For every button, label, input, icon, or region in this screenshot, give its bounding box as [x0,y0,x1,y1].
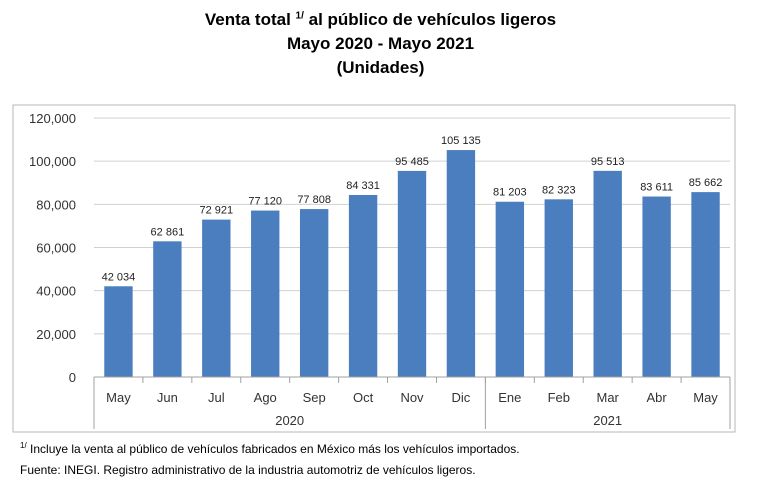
data-label: 81 203 [493,187,527,199]
data-label: 42 034 [102,271,136,283]
data-label: 72 921 [199,205,233,217]
data-label: 105 135 [441,135,481,147]
title-main: Venta total [204,10,291,29]
x-tick-label: Ago [254,390,277,405]
title-period: Mayo 2020 - Mayo 2021 [286,34,475,53]
data-label: 77 120 [248,196,282,208]
bar-chart: 0 20,000 40,000 60,000 80,000 100,000 120,000 4… [12,104,736,433]
bar [104,286,133,377]
x-tick-label: Ene [498,390,521,405]
year-group-label: 2020 [275,413,304,428]
y-tick-label: 80,000 [36,197,76,212]
bar [446,150,476,377]
data-label: 95 513 [591,156,625,168]
footnote: 1/ Incluye la venta al público de vehícu… [20,441,520,456]
x-tick-label: Nov [400,390,424,405]
bar [544,199,573,377]
title-rest: al público de vehículos ligeros [308,10,557,29]
x-tick-label: May [693,390,718,405]
bar [691,192,720,377]
chart-title: Venta total 1/ al público de vehículos l… [0,8,761,80]
footnote-text: Incluye la venta al público de vehículos… [30,442,520,456]
data-label: 95 485 [395,156,429,168]
bar [153,241,182,377]
x-tick-label: Oct [353,390,374,405]
bar [251,210,280,377]
data-label: 83 611 [640,182,673,194]
source-note: Fuente: INEGI. Registro administrativo d… [20,463,476,477]
x-tick-label: Dic [452,390,471,405]
x-tick-label: Feb [548,390,570,405]
y-tick-label: 20,000 [36,327,76,342]
title-footnote-marker: 1/ [295,10,304,22]
y-tick-label: 100,000 [29,154,76,169]
x-tick-label: Sep [303,390,326,405]
x-tick-label: Jun [157,390,178,405]
footnote-marker: 1/ [20,441,27,450]
y-tick-label: 60,000 [36,241,76,256]
x-tick-label: Abr [646,390,667,405]
bar [593,170,622,377]
bar [642,196,671,377]
data-label: 77 808 [297,194,331,206]
bar [299,209,329,377]
bar [348,194,378,377]
year-group-label: 2021 [593,413,622,428]
title-line-1: Venta total 1/ al público de vehículos l… [0,8,761,32]
x-tick-label: Mar [596,390,619,405]
x-tick-label: May [106,390,131,405]
bar [202,219,231,377]
bar [397,170,427,377]
data-label: 84 331 [346,180,380,192]
data-label: 82 323 [542,184,576,196]
title-units: (Unidades) [336,58,425,77]
x-tick-label: Jul [208,390,225,405]
data-label: 62 861 [151,226,185,238]
y-tick-label: 40,000 [36,284,76,299]
data-label: 85 662 [689,177,723,189]
bar [495,201,525,377]
y-tick-label: 120,000 [29,111,76,126]
y-tick-label: 0 [69,370,76,385]
